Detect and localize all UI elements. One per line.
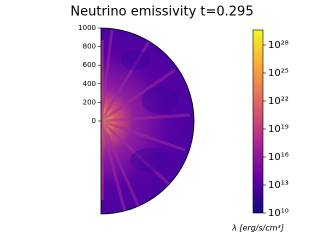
y-tick-label: 0: [92, 117, 96, 125]
colorbar-tick-label: 10¹³: [268, 180, 289, 191]
colorbar-label: λ [erg/s/cm³]: [231, 224, 284, 233]
colorbar-tick-label: 10²⁸: [268, 40, 289, 51]
y-tick-label: 800: [83, 43, 96, 51]
y-tick-label: 600: [83, 61, 96, 69]
colorbar-tick-label: 10²²: [268, 96, 289, 107]
y-tick-label: 400: [83, 80, 96, 88]
heatmap: [101, 28, 194, 214]
domain-border: [100, 27, 195, 215]
colorbar: [252, 29, 264, 214]
chart-title: Neutrino emissivity t=0.295: [70, 5, 253, 20]
y-tick-label: 200: [83, 98, 96, 106]
y-tick-label: 1000: [78, 24, 96, 32]
colorbar-tick-label: 10¹⁹: [268, 124, 289, 135]
colorbar-tick-label: 10²⁵: [268, 68, 289, 79]
colorbar-tick-label: 10¹⁶: [268, 152, 289, 163]
colorbar-tick-label: 10¹⁰: [268, 208, 289, 219]
